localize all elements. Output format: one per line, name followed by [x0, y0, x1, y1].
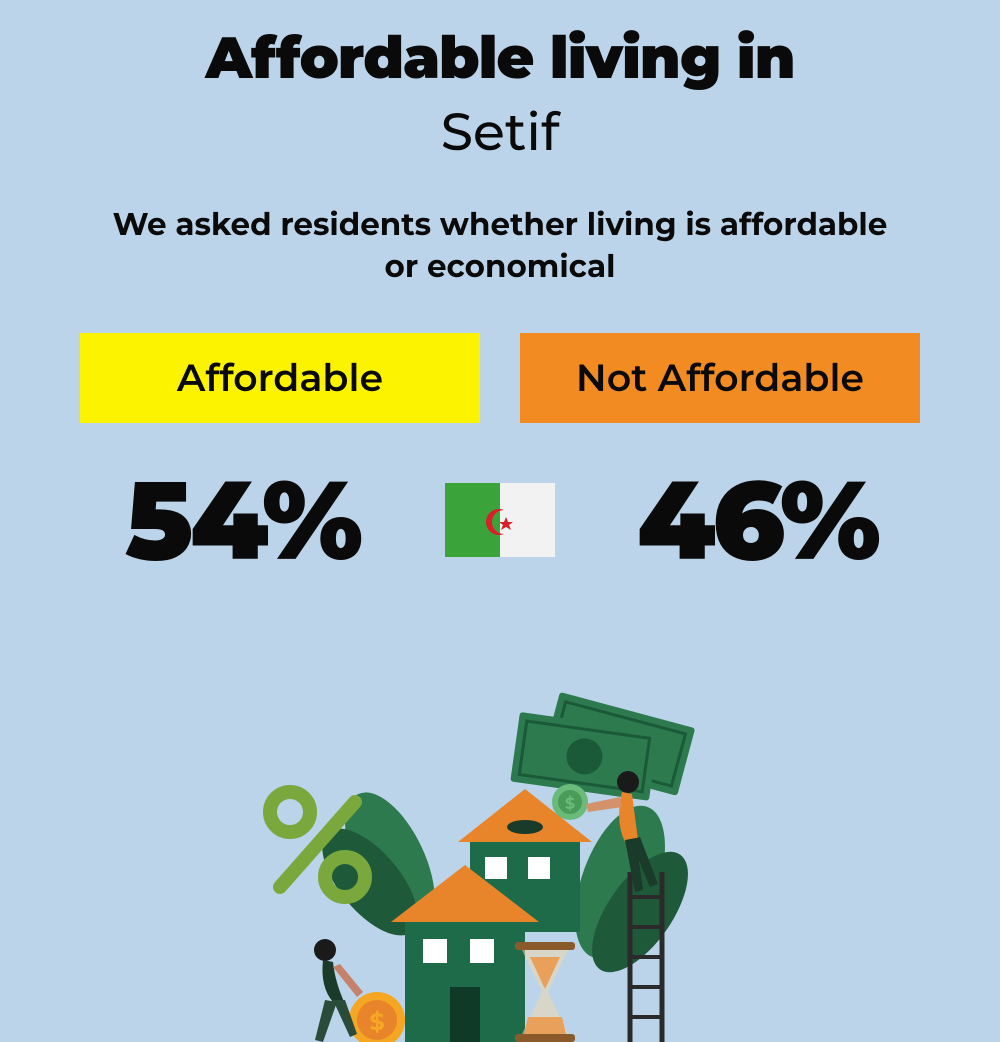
title-main: Affordable living in — [0, 22, 1000, 93]
affordable-box: Affordable — [80, 333, 480, 423]
category-boxes-row: Affordable Not Affordable — [0, 333, 1000, 423]
flag-crescent-star-icon — [480, 502, 520, 542]
svg-text:$: $ — [369, 1008, 384, 1037]
ladder-icon — [630, 872, 662, 1042]
title-sub: Setif — [0, 101, 1000, 164]
not-affordable-box: Not Affordable — [520, 333, 920, 423]
subtitle: We asked residents whether living is aff… — [0, 204, 1000, 288]
svg-text:$: $ — [565, 795, 575, 814]
percent-row: 54% 46% — [0, 453, 1000, 587]
not-affordable-percent: 46% — [575, 453, 940, 587]
affordable-percent: 54% — [60, 453, 425, 587]
person-rolling-coin-icon: $ — [314, 939, 405, 1042]
housing-illustration: $ $ — [220, 682, 780, 1042]
algeria-flag-icon — [445, 483, 555, 557]
